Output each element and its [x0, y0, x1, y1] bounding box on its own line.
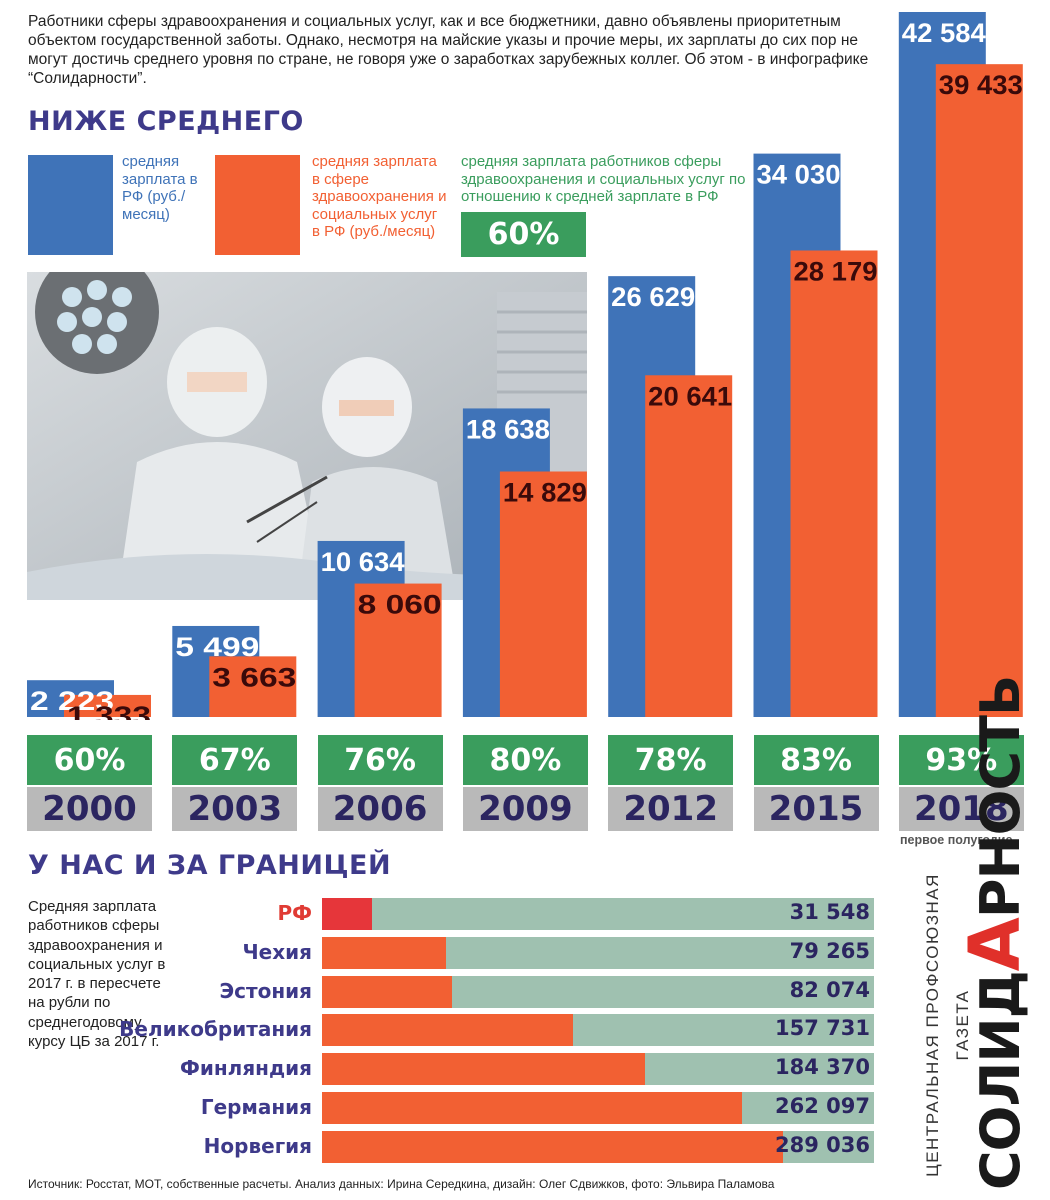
label-rf-2000: 2 223 [30, 686, 114, 716]
section-title-abroad: У НАС И ЗА ГРАНИЦЕЙ [28, 850, 392, 881]
country-bar-track: 79 265 [322, 936, 874, 969]
bar-health-2012 [645, 375, 733, 717]
year-2012: 2012 [608, 787, 734, 831]
country-bar-track: 262 097 [322, 1092, 874, 1124]
label-health-2012: 20 641 [648, 381, 732, 411]
country-bar-fill [322, 1053, 645, 1086]
bar-health-2006 [354, 583, 442, 717]
label-rf-2012: 26 629 [611, 282, 695, 312]
year-2003: 2003 [172, 787, 298, 831]
country-bar-fill [322, 975, 452, 1008]
legend-text-rf: средняя зарплата в РФ (руб./месяц) [122, 153, 198, 223]
year-2009: 2009 [462, 787, 588, 831]
label-health-2000: 1 333 [67, 701, 151, 720]
brand-subtitle: ЦЕНТРАЛЬНАЯ ПРОФСОЮЗНАЯ ГАЗЕТА [923, 873, 972, 1177]
ratio-2018: 93% [898, 735, 1024, 785]
country-label: Великобритания [119, 1017, 312, 1042]
year-2006: 2006 [317, 787, 443, 831]
brand-logo: СОЛИДАРНОСТЬ [950, 676, 1040, 1190]
ratio-2003: 67% [172, 735, 298, 785]
label-rf-2009: 18 638 [466, 414, 550, 444]
country-bar-track: 289 036 [322, 1130, 874, 1163]
country-value: 289 036 [775, 1132, 870, 1157]
country-value: 82 074 [789, 977, 870, 1002]
intro-text: Работники сферы здравоохранения и социал… [28, 13, 869, 87]
country-bar-fill [322, 1130, 783, 1163]
label-health-2006: 8 060 [358, 590, 442, 620]
country-bar-fill [322, 1014, 574, 1047]
country-value: 157 731 [775, 1016, 870, 1041]
label-health-2009: 14 829 [503, 477, 587, 507]
label-rf-2015: 34 030 [757, 160, 841, 190]
newspaper-brand: ЦЕНТРАЛЬНАЯ ПРОФСОЮЗНАЯ ГАЗЕТА СОЛИДАРНО… [902, 676, 1042, 1190]
brand-name-part1: СОЛИД [969, 971, 1032, 1190]
label-health-2015: 28 179 [794, 256, 878, 286]
country-label: Германия [200, 1095, 312, 1119]
side-note: Средняя зарплата работников сферы здраво… [28, 898, 166, 1051]
source-text: Источник: Росстат, МОТ, собственные расч… [28, 1177, 775, 1191]
legend-ratio-example: 60% [461, 212, 586, 257]
label-health-2003: 3 663 [212, 662, 296, 692]
bar-health-2015 [790, 250, 878, 717]
bar-health-2009 [499, 471, 587, 717]
ratio-2006: 76% [317, 735, 443, 785]
country-label: Чехия [242, 939, 312, 964]
year-2000: 2000 [27, 787, 152, 831]
country-bar-track: 184 370 [322, 1053, 874, 1086]
country-label: Финляндия [180, 1056, 312, 1081]
bar-health-2000 [64, 694, 151, 717]
section-title-below-average: НИЖЕ СРЕДНЕГО [28, 106, 304, 137]
bar-health-2003 [209, 656, 297, 717]
label-rf-2018: 42 584 [902, 18, 986, 48]
ratio-2000: 60% [27, 735, 152, 785]
country-label: Эстония [219, 978, 312, 1003]
brand-name-part2: РНОСТЬ [969, 675, 1032, 919]
label-rf-2003: 5 499 [175, 632, 259, 662]
label-health-2018: 39 433 [939, 70, 1023, 100]
country-value: 79 265 [789, 938, 870, 963]
label-rf-2006: 10 634 [321, 547, 405, 577]
country-bar-fill [322, 1092, 742, 1124]
ratio-2012: 78% [608, 735, 734, 785]
year-2018: 2018 [898, 787, 1024, 831]
year-note-2018: первое полугодие [900, 833, 1013, 847]
country-value: 184 370 [775, 1055, 870, 1080]
brand-name-highlight: А [954, 918, 1036, 972]
legend-swatch-health [215, 155, 300, 255]
country-bar-fill [322, 936, 447, 969]
legend-text-health: средняя зарплата в сфере здравоохранения… [312, 153, 447, 240]
country-bar-fill [322, 898, 372, 930]
bar-health-2018 [935, 64, 1023, 717]
country-bar-track: 31 548 [322, 898, 874, 930]
legend-swatch-rf [28, 155, 113, 255]
country-bar-track: 82 074 [322, 975, 874, 1008]
country-label: Норвегия [203, 1133, 312, 1158]
ratio-2015: 83% [753, 735, 879, 785]
country-value: 262 097 [775, 1094, 870, 1118]
ratio-2009: 80% [462, 735, 588, 785]
year-2015: 2015 [753, 787, 879, 831]
country-label: РФ [277, 901, 313, 925]
legend-text-ratio: средняя зарплата работников сферы здраво… [461, 153, 746, 205]
country-bar-track: 157 731 [322, 1014, 874, 1047]
country-value: 31 548 [789, 900, 870, 924]
